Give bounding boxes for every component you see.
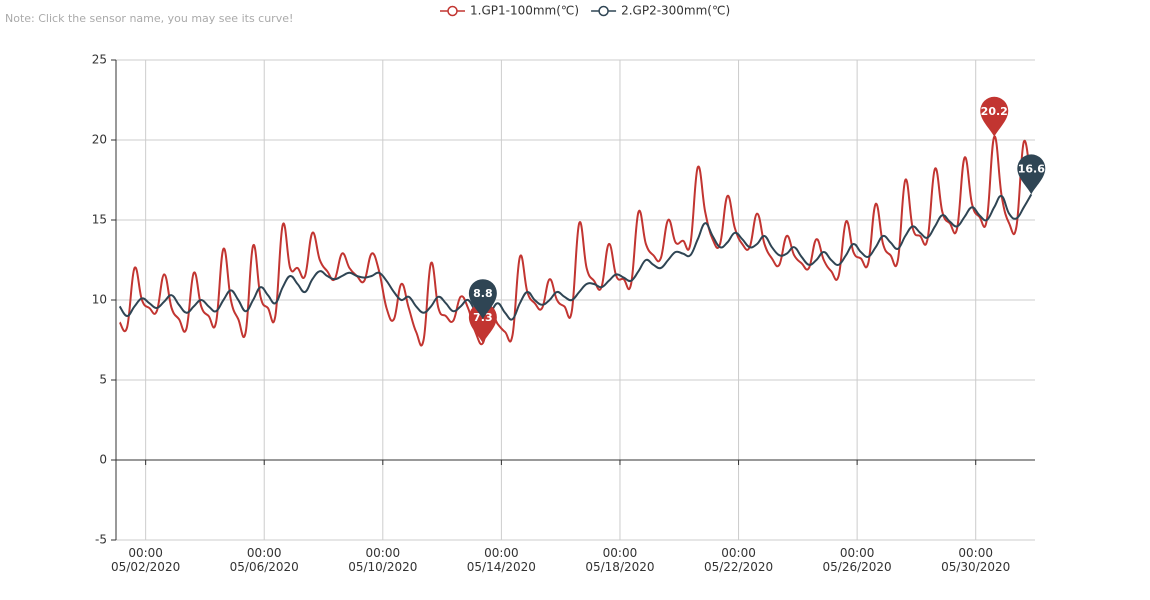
legend-symbol xyxy=(598,5,609,17)
pin-shape xyxy=(468,303,497,344)
x-tick-label: 00:00 05/22/2020 xyxy=(703,546,774,574)
pin-label: 20.2 xyxy=(981,105,1008,118)
x-tick-label: 00:00 05/30/2020 xyxy=(941,546,1011,574)
x-tick-label: 00:00 05/10/2020 xyxy=(348,546,418,574)
pin-shape xyxy=(468,279,497,320)
legend-symbol xyxy=(447,5,458,17)
y-tick-label: 15 xyxy=(92,213,107,227)
x-tick-label: 00:00 05/18/2020 xyxy=(585,546,655,574)
legend-label: 2.GP2-300mm(℃) xyxy=(621,4,730,18)
legend-item[interactable]: 1.GP1-100mm(℃) xyxy=(440,4,579,18)
mark-pin: 20.2 xyxy=(980,96,1009,137)
note: Note: Click the sensor name, you may see… xyxy=(5,12,294,25)
pin-label: 16.6 xyxy=(1018,162,1045,175)
mark-pin: 8.8 xyxy=(468,279,497,320)
pin-label: 8.8 xyxy=(473,287,493,300)
y-tick-label: -5 xyxy=(95,533,107,547)
y-tick-label: 25 xyxy=(92,53,107,67)
y-tick-label: 10 xyxy=(92,293,107,307)
pin-shape xyxy=(1017,154,1046,195)
y-tick-label: 5 xyxy=(99,373,107,387)
x-tick-label: 00:00 05/06/2020 xyxy=(229,546,299,574)
legend-item[interactable]: 2.GP2-300mm(℃) xyxy=(591,4,730,18)
legend: 1.GP1-100mm(℃) 2.GP2-300mm(℃) xyxy=(440,4,730,18)
legend-label: 1.GP1-100mm(℃) xyxy=(470,4,579,18)
x-tick-label: 00:00 05/26/2020 xyxy=(822,546,892,574)
y-tick-label: 0 xyxy=(99,453,107,467)
pin-shape xyxy=(980,96,1009,137)
series-line xyxy=(118,135,1033,347)
series-line xyxy=(118,193,1033,321)
y-tick-label: 20 xyxy=(92,133,107,147)
x-tick-label: 00:00 05/02/2020 xyxy=(111,546,181,574)
mark-pin: 16.6 xyxy=(1017,154,1046,195)
x-tick-label: 00:00 05/14/2020 xyxy=(466,546,536,574)
